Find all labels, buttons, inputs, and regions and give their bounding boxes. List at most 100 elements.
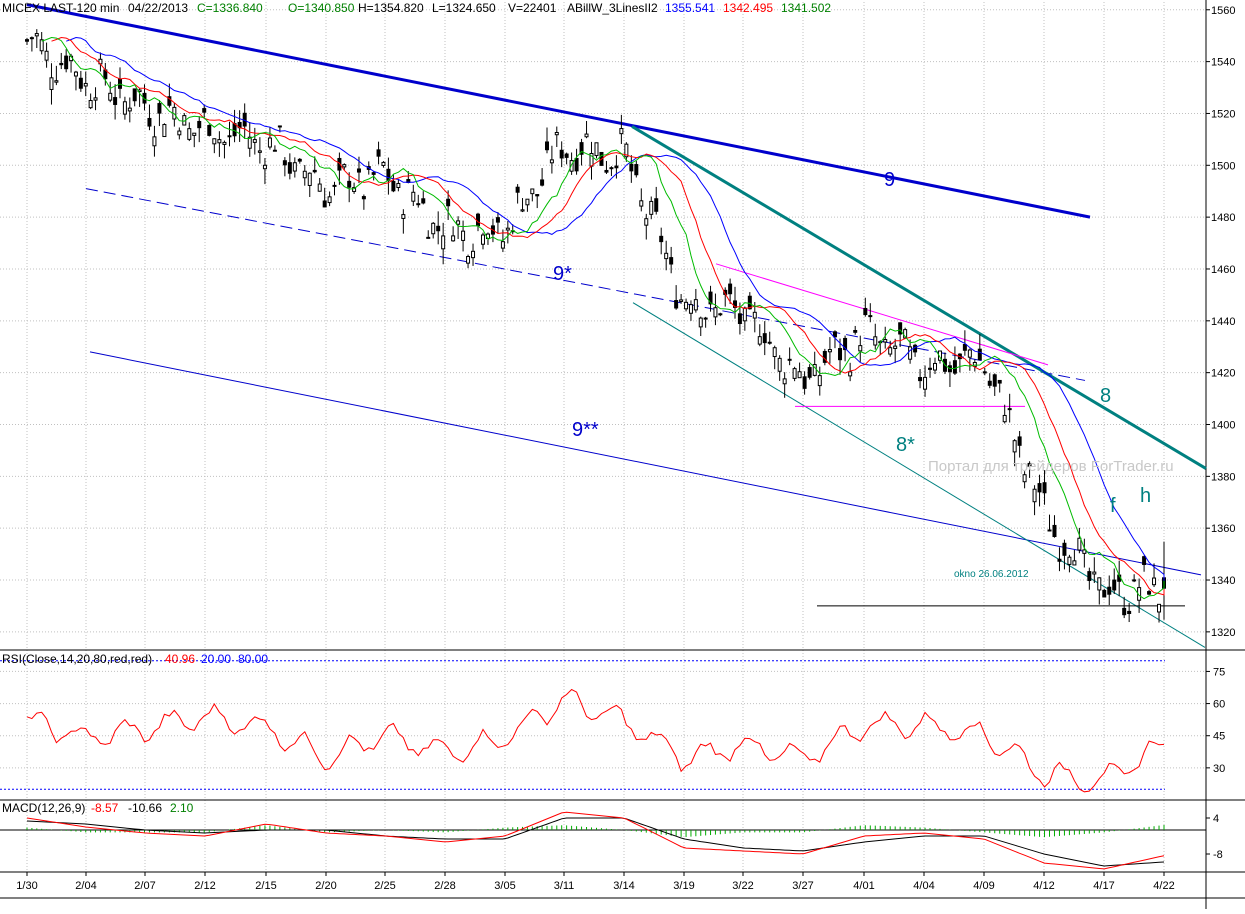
candle-body bbox=[192, 132, 197, 136]
candle-body bbox=[222, 141, 227, 145]
candle-body bbox=[908, 346, 913, 360]
rsi-tick-label: 30 bbox=[1213, 763, 1225, 775]
candle-body bbox=[1127, 610, 1132, 615]
open-label: O=1340.850 bbox=[288, 1, 355, 15]
candle-body bbox=[807, 367, 812, 378]
candle-body bbox=[252, 139, 257, 143]
line-red-value: 1342.495 bbox=[723, 1, 773, 15]
candle-body bbox=[207, 125, 212, 136]
candle-body bbox=[540, 179, 545, 186]
candle-body bbox=[436, 225, 441, 232]
candle-body bbox=[737, 313, 742, 325]
candle-body bbox=[421, 198, 426, 204]
candle-body bbox=[530, 188, 535, 195]
chart-header: MICEX LAST-120 min 04/22/2013 C=1336.840… bbox=[2, 1, 831, 15]
candle-body bbox=[476, 213, 481, 227]
candle-body bbox=[649, 200, 654, 215]
candle-body bbox=[544, 141, 549, 151]
candle-body bbox=[451, 235, 456, 242]
candle-body bbox=[1157, 603, 1162, 613]
candle-body bbox=[843, 337, 848, 351]
candle-body bbox=[898, 322, 903, 335]
wave-label-8-star: 8* bbox=[896, 434, 915, 456]
candle-body bbox=[381, 161, 386, 166]
grid bbox=[0, 2, 1206, 872]
macd-panel: 4 -8 bbox=[0, 811, 1223, 870]
wave-label-h: h bbox=[1140, 485, 1151, 507]
candle-body bbox=[322, 200, 327, 208]
candle-body bbox=[525, 198, 530, 206]
candle-body bbox=[515, 186, 520, 193]
rsi-tick-label: 75 bbox=[1213, 666, 1225, 678]
candle-body bbox=[347, 180, 352, 188]
candle-body bbox=[893, 345, 898, 349]
candle-body bbox=[992, 374, 997, 387]
date-tick-label: 3/14 bbox=[613, 880, 634, 892]
candles bbox=[25, 29, 1166, 623]
candle-body bbox=[505, 227, 510, 231]
line-blue-value: 1355.541 bbox=[665, 1, 715, 15]
candle-body bbox=[1092, 571, 1097, 575]
wave-label-9-star: 9* bbox=[553, 263, 572, 285]
candle-body bbox=[822, 350, 827, 363]
candle-body bbox=[411, 191, 416, 202]
candle-body bbox=[853, 329, 858, 333]
candle-body bbox=[1072, 560, 1077, 566]
candle-body bbox=[327, 196, 332, 204]
candle-body bbox=[559, 149, 564, 159]
candle-body bbox=[777, 357, 782, 372]
candle-body bbox=[356, 168, 361, 173]
candle-body bbox=[858, 345, 863, 352]
candle-body bbox=[272, 149, 277, 152]
candle-body bbox=[167, 96, 172, 106]
candle-body bbox=[1017, 436, 1022, 446]
macd-value-3: 2.10 bbox=[170, 801, 194, 815]
candle-body bbox=[1147, 591, 1152, 595]
watermark: Портал для трейдеров ForTrader.ru bbox=[928, 458, 1174, 475]
candle-body bbox=[257, 150, 262, 153]
candle-body bbox=[802, 376, 807, 389]
candle-body bbox=[83, 82, 88, 87]
candle-body bbox=[391, 180, 396, 192]
date-tick-label: 3/05 bbox=[494, 880, 515, 892]
candle-body bbox=[426, 236, 431, 239]
candle-body bbox=[997, 379, 1002, 384]
candle-body bbox=[629, 163, 634, 172]
candle-body bbox=[918, 377, 923, 382]
indicator-line bbox=[41, 36, 1165, 600]
rsi-header: RSI(Close,14,20,80,red,red) 40.96 20.00 … bbox=[2, 652, 268, 666]
macd-value-2: -10.66 bbox=[128, 801, 162, 815]
candle-body bbox=[73, 71, 78, 77]
candle-body bbox=[1057, 558, 1062, 562]
rsi-line bbox=[26, 688, 1165, 793]
candle-body bbox=[416, 203, 421, 206]
candle-body bbox=[78, 77, 83, 89]
candle-body bbox=[868, 315, 873, 318]
candle-body bbox=[297, 158, 302, 162]
candle-body bbox=[848, 371, 853, 377]
date-tick-label: 2/25 bbox=[374, 880, 395, 892]
candle-body bbox=[147, 117, 152, 127]
candle-body bbox=[564, 153, 569, 158]
candle-body bbox=[1002, 414, 1007, 423]
price-tick-label: 1460 bbox=[1211, 264, 1235, 276]
date-tick-label: 2/28 bbox=[434, 880, 455, 892]
date-tick-label: 3/27 bbox=[792, 880, 813, 892]
window-label: okno 26.06.2012 bbox=[954, 569, 1029, 580]
candle-body bbox=[574, 157, 579, 172]
trend-line-9 bbox=[26, 3, 1091, 219]
candle-body bbox=[1027, 462, 1032, 467]
candle-body bbox=[873, 336, 878, 346]
candle-body bbox=[713, 307, 718, 318]
price-tick-label: 1360 bbox=[1211, 523, 1235, 535]
candle-body bbox=[466, 256, 471, 264]
candle-body bbox=[317, 183, 322, 192]
candle-body bbox=[1082, 549, 1087, 554]
candle-body bbox=[757, 336, 762, 345]
candle-body bbox=[113, 97, 118, 105]
candle-body bbox=[972, 361, 977, 367]
candle-body bbox=[157, 103, 162, 114]
candle-body bbox=[202, 108, 207, 113]
candle-body bbox=[693, 299, 698, 311]
